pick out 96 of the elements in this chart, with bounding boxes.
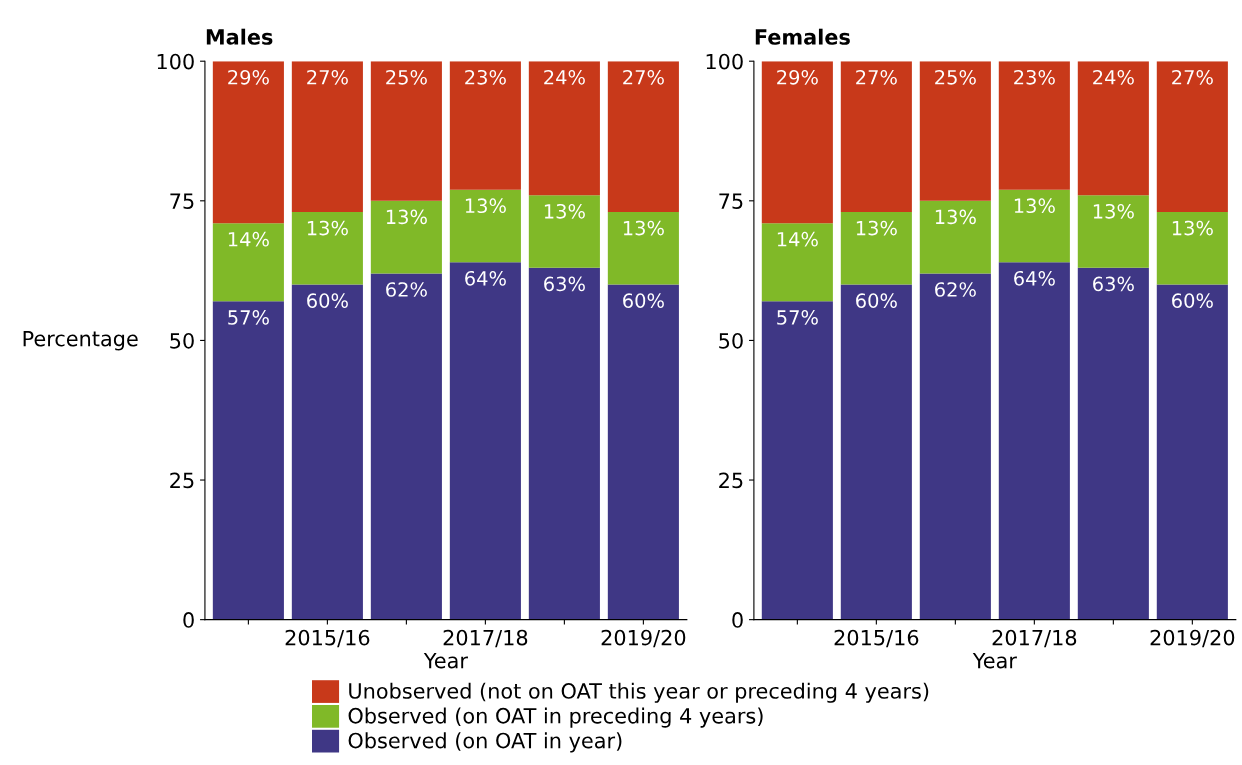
bar	[370, 273, 442, 620]
data-label: 24%	[544, 69, 585, 85]
y-tick-label: 75	[170, 193, 194, 210]
data-label: 62%	[386, 282, 427, 297]
y-tick-label: 100	[706, 53, 743, 70]
y-axis-title: Percentage	[23, 330, 138, 351]
x-tick-label: 2015/16	[285, 629, 370, 648]
bar	[291, 61, 363, 212]
bar	[212, 61, 284, 224]
bar	[449, 189, 521, 263]
bar	[840, 61, 912, 212]
bar	[212, 223, 284, 302]
bar	[761, 223, 833, 302]
bar	[528, 195, 600, 268]
data-label: 13%	[856, 220, 897, 236]
bar	[919, 273, 991, 620]
bar	[607, 211, 679, 285]
data-label: 63%	[544, 276, 585, 292]
bar	[1077, 195, 1149, 268]
data-label: 64%	[1014, 270, 1055, 286]
bar	[370, 61, 442, 201]
bar	[1077, 267, 1149, 620]
data-label: 62%	[935, 282, 976, 297]
bar	[919, 200, 991, 274]
data-label: 60%	[623, 293, 664, 309]
legend-label: Unobserved (not on OAT this year or preceding 4 years)	[349, 682, 929, 703]
data-label: 13%	[1093, 203, 1134, 219]
bar	[212, 301, 284, 620]
data-label: 29%	[228, 69, 269, 85]
data-label: 23%	[1014, 69, 1055, 85]
bar	[998, 61, 1070, 190]
data-label: 24%	[1093, 69, 1134, 85]
data-label: 60%	[307, 293, 348, 309]
bar	[919, 61, 991, 201]
bar	[998, 262, 1070, 620]
x-tick-label: 2019/20	[601, 629, 686, 648]
legend-label: Observed (on OAT in preceding 4 years)	[348, 707, 763, 728]
data-label: 13%	[935, 209, 976, 225]
data-label: 57%	[228, 310, 269, 325]
data-label: 27%	[856, 69, 897, 85]
y-tick-label: 50	[719, 332, 743, 349]
y-tick-label: 100	[157, 53, 194, 70]
y-tick-label: 75	[719, 193, 743, 210]
data-label: 13%	[1014, 198, 1055, 214]
legend-label: Observed (on OAT in year)	[348, 732, 622, 753]
data-label: 27%	[307, 69, 348, 85]
data-label: 23%	[465, 69, 506, 85]
data-label: 25%	[935, 69, 976, 85]
bar	[449, 262, 521, 620]
bar	[607, 284, 679, 620]
data-label: 63%	[1093, 276, 1134, 292]
x-tick-label: 2017/18	[992, 629, 1077, 648]
data-label: 13%	[1172, 220, 1213, 236]
bar	[1156, 61, 1228, 212]
data-label: 60%	[1172, 293, 1213, 309]
y-tick-label: 0	[183, 612, 194, 628]
data-label: 29%	[777, 69, 818, 85]
bar	[761, 301, 833, 620]
y-tick-label: 25	[170, 472, 194, 489]
bar	[607, 61, 679, 212]
bar	[998, 189, 1070, 263]
data-label: 60%	[856, 293, 897, 309]
x-axis-title: Year	[972, 652, 1017, 669]
bar	[1156, 284, 1228, 620]
bar	[449, 61, 521, 190]
bar	[840, 211, 912, 285]
y-tick-label: 25	[719, 472, 743, 489]
chart-title: Females	[755, 28, 850, 45]
x-tick-label: 2019/20	[1150, 629, 1235, 648]
data-label: 64%	[465, 270, 506, 286]
data-label: 13%	[623, 220, 664, 236]
data-label: 27%	[1172, 69, 1213, 85]
x-tick-label: 2017/18	[443, 629, 528, 648]
bar	[840, 284, 912, 620]
data-label: 13%	[465, 198, 506, 214]
bar	[528, 61, 600, 196]
bar	[291, 211, 363, 285]
data-label: 57%	[777, 310, 818, 325]
chart-title: Males	[206, 28, 273, 45]
bar	[528, 267, 600, 620]
bar	[1077, 61, 1149, 196]
data-label: 25%	[386, 69, 427, 85]
y-tick-label: 0	[732, 612, 743, 628]
bar	[291, 284, 363, 620]
bar	[761, 61, 833, 224]
y-tick-label: 50	[170, 332, 194, 349]
x-tick-label: 2015/16	[834, 629, 919, 648]
data-label: 27%	[623, 69, 664, 85]
bar	[1156, 211, 1228, 285]
bar	[370, 200, 442, 274]
data-label: 13%	[544, 203, 585, 219]
data-label: 13%	[386, 209, 427, 225]
data-label: 14%	[777, 231, 818, 247]
data-label: 14%	[228, 231, 269, 247]
x-axis-title: Year	[423, 652, 468, 669]
data-label: 13%	[307, 220, 348, 236]
